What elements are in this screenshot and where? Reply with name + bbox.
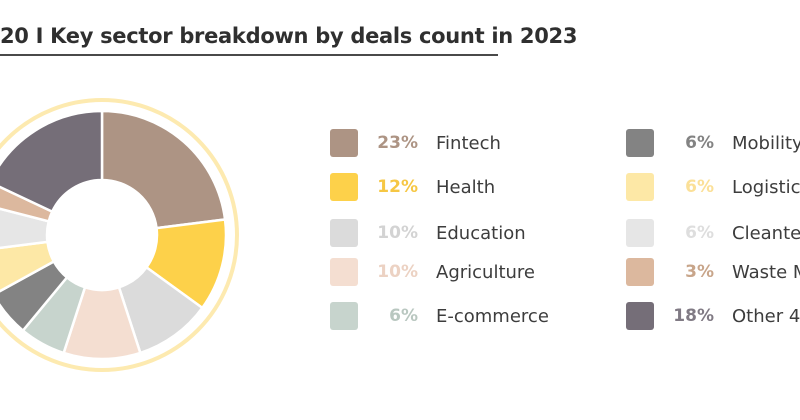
legend-item-logistics: 6% Logistics <box>626 172 800 202</box>
donut-hole <box>47 180 157 290</box>
legend-item-agriculture: 10% Agriculture <box>330 257 535 287</box>
legend-percentage: 6% <box>389 306 418 326</box>
legend-percentage: 10% <box>377 223 418 243</box>
legend-percentage: 12% <box>377 177 418 197</box>
legend-swatch <box>626 129 654 157</box>
legend-label: Health <box>436 176 496 198</box>
legend-label: E-commerce <box>436 305 549 327</box>
legend-percentage: 6% <box>685 133 714 153</box>
legend-item-mobility: 6% Mobility <box>626 128 800 158</box>
title-underline <box>0 54 498 56</box>
legend-percentage: 10% <box>377 262 418 282</box>
legend-item-health: 12% Health <box>330 172 495 202</box>
chart-title: 20 I Key sector breakdown by deals count… <box>0 24 578 48</box>
legend-item-education: 10% Education <box>330 218 526 248</box>
legend-percentage: 6% <box>685 223 714 243</box>
legend-label: Other 40- <box>732 305 800 327</box>
legend-label: Waste Mg <box>732 261 800 283</box>
legend-swatch <box>330 173 358 201</box>
legend-label: Mobility <box>732 132 800 154</box>
legend-label: Education <box>436 222 526 244</box>
legend-item-e-commerce: 6% E-commerce <box>330 301 549 331</box>
donut-outer-ring <box>0 98 239 372</box>
legend-percentage: 23% <box>377 133 418 153</box>
legend-swatch <box>626 219 654 247</box>
legend-label: Agriculture <box>436 261 535 283</box>
legend-label: Cleantech <box>732 222 800 244</box>
legend-swatch <box>626 258 654 286</box>
legend-item-other-40: 18% Other 40- <box>626 301 800 331</box>
legend-swatch <box>626 302 654 330</box>
legend-item-fintech: 23% Fintech <box>330 128 501 158</box>
legend-swatch <box>330 219 358 247</box>
legend-swatch <box>330 302 358 330</box>
legend-swatch <box>330 258 358 286</box>
legend-percentage: 6% <box>685 177 714 197</box>
legend-item-cleantech: 6% Cleantech <box>626 218 800 248</box>
legend-percentage: 18% <box>673 306 714 326</box>
legend-swatch <box>626 173 654 201</box>
legend-label: Fintech <box>436 132 501 154</box>
legend-swatch <box>330 129 358 157</box>
legend-label: Logistics <box>732 176 800 198</box>
legend-percentage: 3% <box>685 262 714 282</box>
legend-item-waste-mg: 3% Waste Mg <box>626 257 800 287</box>
